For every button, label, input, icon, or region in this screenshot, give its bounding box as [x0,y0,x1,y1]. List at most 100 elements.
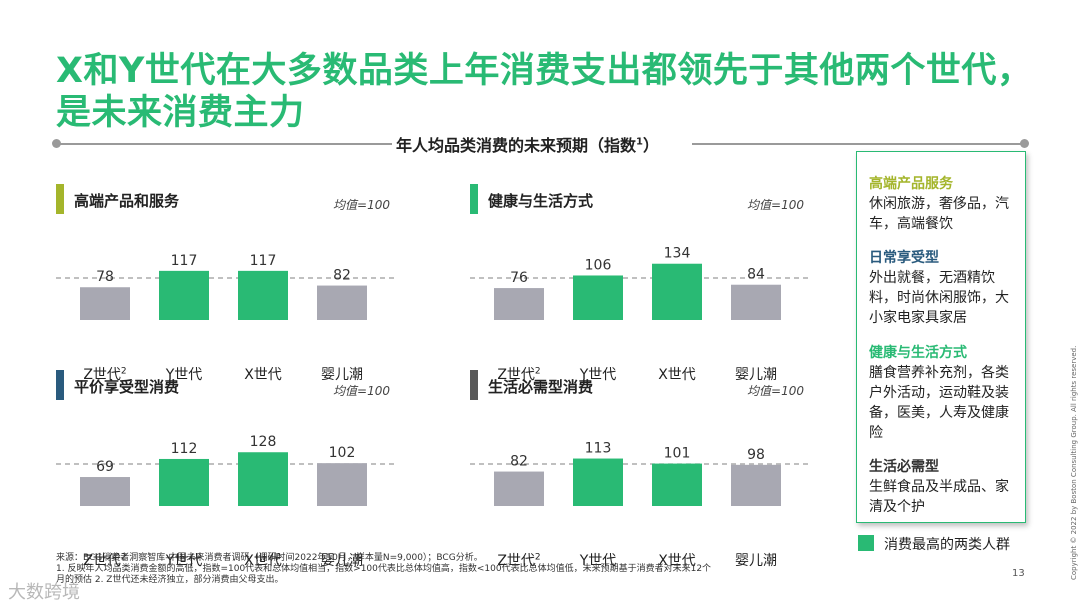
chart-panel-essentials: 生活必需型消费 均值=100 82 113 101 98 Z世代2 Y世代 X世代 婴儿潮 [470,370,810,569]
footnote-marker: 2 [120,552,127,563]
definition-premium: 高端产品服务 休闲旅游，奢侈品，汽车，高端餐饮 [869,174,1019,234]
bar-value-label: 113 [585,441,612,457]
panel-marker [56,370,64,400]
category-label: Z世代2 [497,366,541,383]
footnote-marker: 2 [534,552,541,563]
category-label: 婴儿潮 [321,553,363,569]
subheading-right-dot [1020,139,1029,148]
source-line: 来源：BCG消费者洞察智库-中国未来消费者调研（调研时间2022年10月，样本量… [56,553,483,563]
panel-marker [56,184,64,214]
legend-swatch [858,535,874,551]
bar-value-label: 117 [171,253,198,269]
definition-daily: 日常享受型 外出就餐，无酒精饮料，时尚休闲服饰，大小家电家具家居 [869,248,1019,328]
page-number: 13 [1012,568,1025,579]
bar-2 [573,458,623,506]
copyright-notice: Copyright © 2022 by Boston Consulting Gr… [1070,345,1078,580]
definition-heading: 生活必需型 [869,459,939,475]
average-label: 均值=100 [747,198,804,212]
bar-value-label: 101 [664,446,691,462]
definition-body: 生鲜食品及半成品、家清及个护 [869,479,1009,515]
legend-label: 消费最高的两类人群 [884,537,1010,553]
category-label: X世代 [658,367,696,383]
definition-body: 休闲旅游，奢侈品，汽车，高端餐饮 [869,196,1009,232]
panel-title: 平价享受型消费 [74,378,180,396]
subheading-left-dot [52,139,61,148]
bar-chart: 76 106 134 84 Z世代2 Y世代 X世代 婴儿潮 [470,224,810,383]
definition-health: 健康与生活方式 膳食营养补充剂，各类户外活动，运动鞋及装备，医美，人寿及健康险 [869,343,1019,443]
footnote-marker: 2 [120,366,127,377]
category-label: Z世代2 [83,366,127,383]
bar-value-label: 106 [585,257,612,273]
bar-4 [317,463,367,506]
category-label: 婴儿潮 [735,553,777,569]
category-label: 婴儿潮 [321,367,363,383]
category-label: 婴儿潮 [735,367,777,383]
page-title: X和Y世代在大多数品类上年消费支出都领先于其他两个世代， 是未来消费主力 [56,50,1046,134]
definition-heading: 高端产品服务 [869,176,953,192]
watermark: 大数跨境 [8,582,80,603]
average-label: 均值=100 [333,384,390,398]
category-label: X世代 [658,553,696,569]
definition-essentials: 生活必需型 生鲜食品及半成品、家清及个护 [869,457,1019,517]
chart-svg: 69 112 128 102 [56,434,396,506]
definition-body: 外出就餐，无酒精饮料，时尚休闲服饰，大小家电家具家居 [869,270,1009,326]
bar-2 [159,458,209,506]
chart-svg: 78 117 117 82 [56,253,396,320]
bar-2 [573,275,623,320]
bar-value-label: 78 [96,269,114,285]
bar-4 [731,464,781,506]
panel-marker [470,370,478,400]
panel-marker [470,184,478,214]
panel-title: 生活必需型消费 [488,378,594,396]
bar-value-label: 69 [96,459,114,475]
footnote-line: 1. 反映年人均品类消费金额的高低，指数=100代表和总体均值相当，指数>100… [56,564,712,574]
chart-panel-health: 健康与生活方式 均值=100 76 106 134 84 Z世代2 Y世代 X世代 婴儿潮 [470,184,810,383]
definition-heading: 日常享受型 [869,250,939,266]
average-label: 均值=100 [333,198,390,212]
category-label: Z世代2 [497,552,541,569]
subheading-right-rule [692,143,1022,145]
bar-value-label: 102 [329,445,356,461]
chart-panel-premium: 高端产品和服务 均值=100 78 117 117 82 Z世代2 Y世代 X世代 婴儿潮 [56,184,396,383]
bar-value-label: 112 [171,441,198,457]
bar-chart: 69 112 128 102 Z世代2 Y世代 X世代 婴儿潮 [56,410,396,569]
category-label: Z世代2 [83,552,127,569]
bar-3 [238,270,288,320]
title-line-1: X和Y世代在大多数品类上年消费支出都领先于其他两个世代， [56,51,1033,91]
bar-1 [80,477,130,506]
category-label: Y世代 [165,553,203,569]
bar-4 [731,284,781,320]
panel-title: 健康与生活方式 [488,192,594,210]
chart-svg: 76 106 134 84 [470,246,810,320]
bar-2 [159,270,209,320]
bar-1 [494,288,544,320]
average-label: 均值=100 [747,384,804,398]
source-notes: 来源：BCG消费者洞察智库-中国未来消费者调研（调研时间2022年10月，样本量… [56,553,856,586]
bar-chart: 78 117 117 82 Z世代2 Y世代 X世代 婴儿潮 [56,224,396,383]
bar-3 [652,263,702,320]
definition-heading: 健康与生活方式 [869,345,967,361]
bar-value-label: 128 [250,434,277,450]
subheading: 年人均品类消费的未来预期（指数1） [392,132,663,156]
bar-3 [652,463,702,506]
bar-4 [317,285,367,320]
bar-value-label: 117 [250,253,277,269]
footnote-marker: 2 [534,366,541,377]
category-label: Y世代 [165,367,203,383]
title-line-2: 是未来消费主力 [56,93,305,133]
category-label: X世代 [244,367,282,383]
category-definition-box: 高端产品服务 休闲旅游，奢侈品，汽车，高端餐饮 日常享受型 外出就餐，无酒精饮料… [856,151,1026,523]
bar-1 [494,471,544,506]
bar-chart: 82 113 101 98 Z世代2 Y世代 X世代 婴儿潮 [470,410,810,569]
chart-panel-affordable: 平价享受型消费 均值=100 69 112 128 102 Z世代2 Y世代 X世代 婴儿潮 [56,370,396,569]
bar-value-label: 134 [664,246,691,262]
subheading-left-rule [58,143,392,145]
footnote-line: 月的预估 2. Z世代还未经济独立，部分消费由父母支出。 [56,575,284,585]
bar-3 [238,452,288,506]
bar-value-label: 98 [747,447,765,463]
definition-body: 膳食营养补充剂，各类户外活动，运动鞋及装备，医美，人寿及健康险 [869,365,1009,441]
bar-value-label: 82 [510,454,528,470]
chart-svg: 82 113 101 98 [470,441,810,506]
bar-value-label: 84 [747,267,765,283]
panel-title: 高端产品和服务 [74,192,180,210]
